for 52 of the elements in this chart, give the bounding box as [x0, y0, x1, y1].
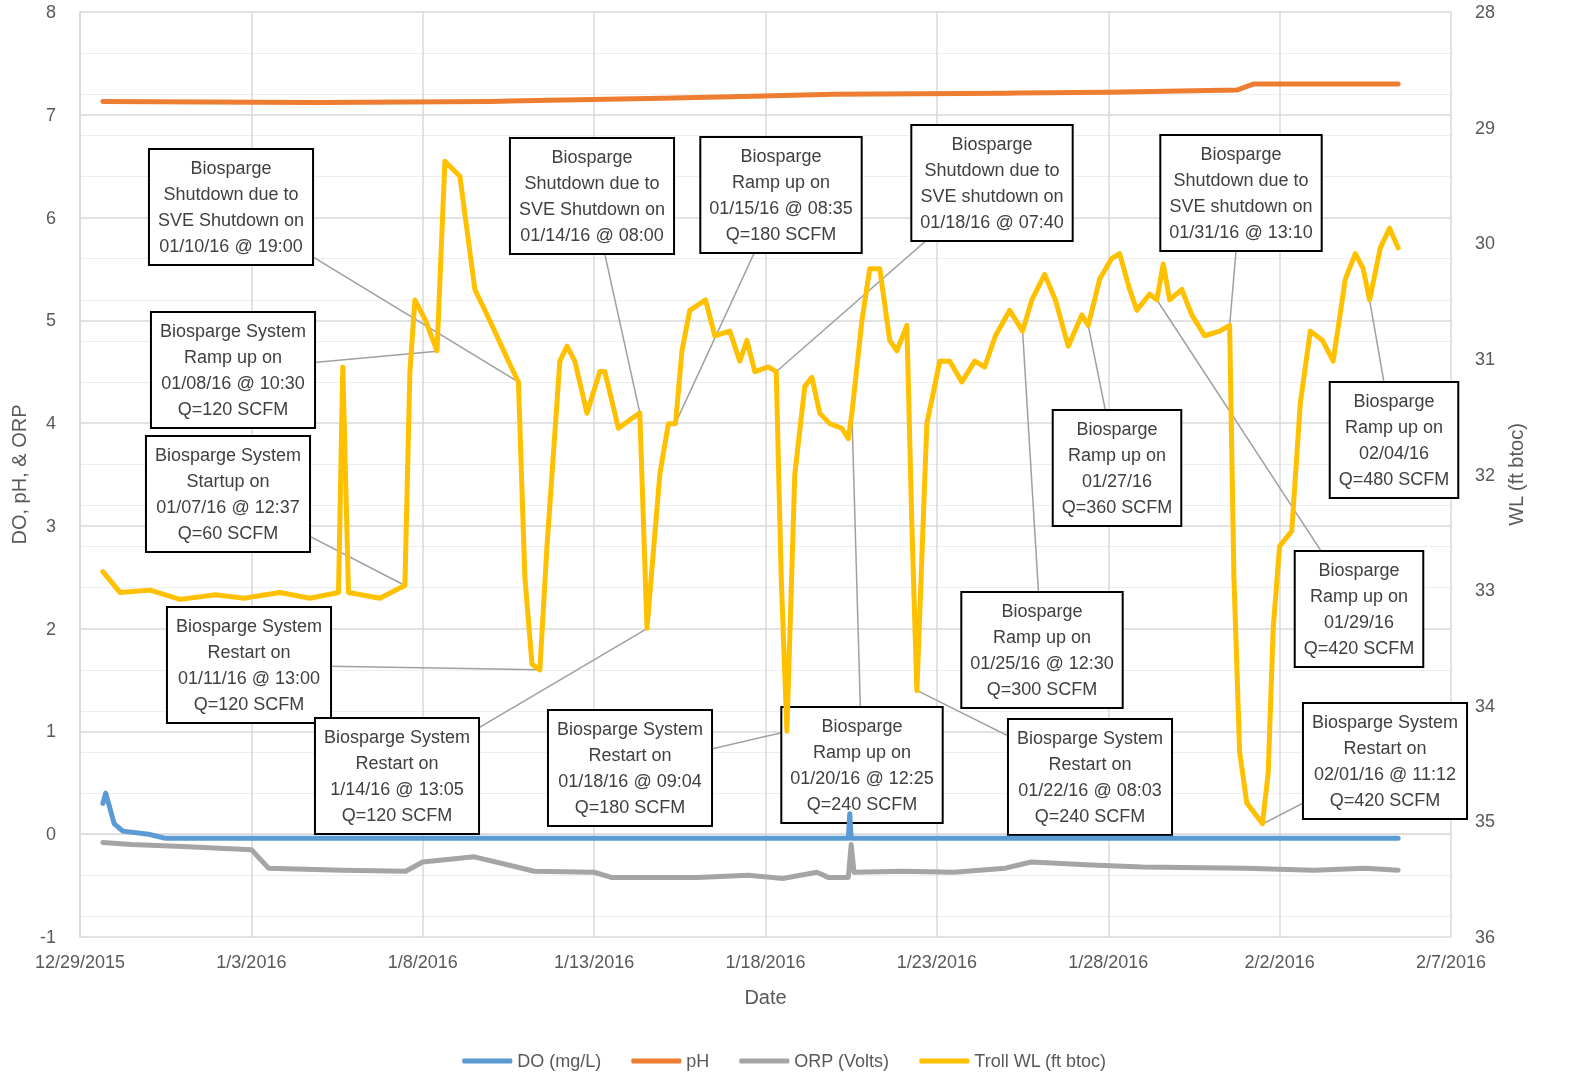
- y2-axis-title: WL (ft btoc): [1504, 423, 1527, 526]
- y2-tick-label: 29: [1475, 117, 1496, 138]
- annotation: Biosparge Ramp up on 01/29/16 Q=420 SCFM: [1303, 560, 1415, 658]
- annotation: Biosparge System Restart on 02/01/16 @ 11:12 Q=420 SCFM: [1311, 712, 1459, 810]
- legend-label: Troll WL (ft btoc): [974, 1051, 1107, 1071]
- annotation: Biosparge System Ramp up on 01/08/16 @ 10:30 Q=120 SCFM: [159, 321, 307, 419]
- y-tick-label: 4: [45, 413, 56, 434]
- y2-tick-label: 35: [1475, 811, 1496, 832]
- x-tick-label: 2/7/2016: [1415, 952, 1487, 972]
- y-tick-label: 7: [45, 104, 56, 125]
- annotation: Biosparge System Restart on 01/11/16 @ 13:00 Q=120 SCFM: [175, 616, 323, 714]
- y-tick-label: 1: [45, 721, 56, 742]
- x-tick-label: 1/23/2016: [896, 952, 977, 972]
- y-tick-label: -1: [39, 927, 56, 947]
- annotation: Biosparge Shutdown due to SVE Shutdown on 01/10/16 @ 19:00: [157, 158, 305, 256]
- x-tick-label: 1/13/2016: [554, 952, 635, 972]
- legend-label: ORP (Volts): [794, 1051, 890, 1071]
- x-tick-label: 2/2/2016: [1244, 952, 1315, 972]
- annotation: Biosparge Ramp up on 02/04/16 Q=480 SCFM: [1338, 391, 1450, 489]
- annotation: Biosparge Ramp up on 01/25/16 @ 12:30 Q=300 SCFM: [970, 601, 1114, 699]
- x-tick-label: 1/18/2016: [725, 952, 806, 972]
- y-tick-label: 6: [45, 207, 56, 228]
- annotation: Biosparge Ramp up on 01/15/16 @ 08:35 Q=180 SCFM: [709, 146, 853, 244]
- legend-label: pH: [686, 1051, 710, 1071]
- x-tick-label: 1/8/2016: [387, 952, 458, 972]
- y2-tick-label: 33: [1475, 580, 1496, 601]
- annotation: Biosparge System Restart on 1/14/16 @ 13:05 Q=120 SCFM: [323, 727, 471, 825]
- y-axis-title: DO, pH, & ORP: [8, 404, 31, 545]
- y-tick-label: 8: [45, 2, 56, 22]
- y2-tick-label: 31: [1475, 348, 1496, 369]
- annotation: Biosparge Shutdown due to SVE shutdown on 01/18/16 @ 07:40: [920, 134, 1064, 232]
- x-tick-label: 1/28/2016: [1068, 952, 1149, 972]
- annotation: Biosparge Shutdown due to SVE Shutdown on 01/14/16 @ 08:00: [518, 147, 666, 245]
- annotation: Biosparge System Restart on 01/18/16 @ 09:04 Q=180 SCFM: [556, 719, 704, 817]
- y-tick-label: 0: [45, 824, 56, 845]
- y2-tick-label: 32: [1475, 464, 1496, 485]
- x-axis-title: Date: [744, 986, 787, 1008]
- x-tick-label: 12/29/2015: [34, 952, 126, 972]
- y2-tick-label: 28: [1475, 2, 1496, 22]
- annotation: Biosparge System Startup on 01/07/16 @ 12:37 Q=60 SCFM: [154, 445, 302, 543]
- annotation: Biosparge Ramp up on 01/27/16 Q=360 SCFM: [1061, 419, 1173, 517]
- y2-tick-label: 36: [1475, 927, 1496, 947]
- y-tick-label: 5: [45, 310, 56, 331]
- annotation: Biosparge System Restart on 01/22/16 @ 08:03 Q=240 SCFM: [1016, 728, 1164, 826]
- x-tick-label: 1/3/2016: [216, 952, 287, 972]
- annotation: Biosparge Shutdown due to SVE shutdown on 01/31/16 @ 13:10: [1169, 144, 1313, 242]
- y2-tick-label: 34: [1475, 695, 1496, 716]
- y2-tick-label: 30: [1475, 233, 1496, 254]
- y-tick-label: 2: [45, 618, 56, 639]
- annotation: Biosparge Ramp up on 01/20/16 @ 12:25 Q=240 SCFM: [790, 716, 934, 814]
- legend-label: DO (mg/L): [517, 1051, 602, 1071]
- y-tick-label: 3: [45, 515, 56, 536]
